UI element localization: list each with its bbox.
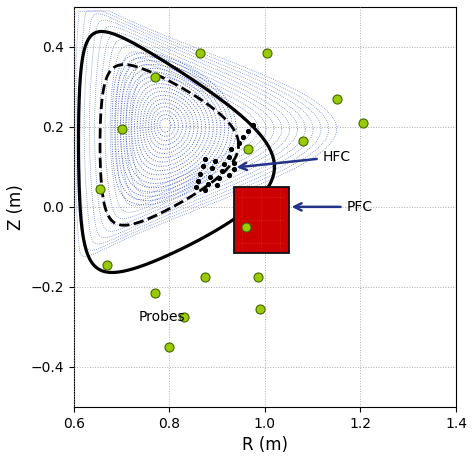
X-axis label: R (m): R (m): [242, 436, 288, 454]
Text: Probes: Probes: [138, 310, 185, 324]
Text: HFC: HFC: [239, 150, 350, 170]
Text: PFC: PFC: [294, 200, 372, 214]
Bar: [234, 187, 289, 253]
Y-axis label: Z (m): Z (m): [7, 184, 25, 230]
